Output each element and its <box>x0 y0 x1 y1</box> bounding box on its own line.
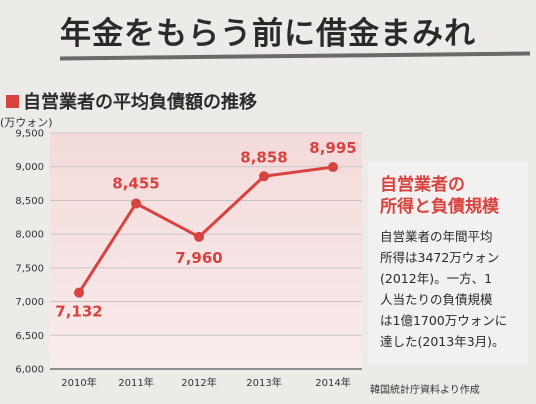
data-label: 7,960 <box>175 249 222 267</box>
data-point <box>74 287 84 298</box>
y-tick-label: 6,500 <box>15 331 44 342</box>
data-point <box>259 171 269 182</box>
data-label: 7,132 <box>55 303 102 321</box>
gridlines <box>50 132 362 370</box>
x-tick-label: 2010年 <box>61 376 96 389</box>
data-point <box>328 162 338 173</box>
chart-title-text: 自営業者の平均負債額の推移 <box>23 92 257 113</box>
headline: 年金をもらう前に借金まみれ <box>60 16 476 52</box>
x-tick-label: 2014年 <box>315 376 350 389</box>
info-box-title-line: 自営業者の <box>380 175 465 195</box>
y-tick-label: 7,500 <box>15 263 44 274</box>
x-tick-label: 2012年 <box>181 376 216 389</box>
data-points <box>74 162 338 298</box>
x-tick-label: 2013年 <box>246 376 281 389</box>
data-label: 8,858 <box>240 148 287 166</box>
info-box-body-line: 所得は3472万ウォン <box>380 250 500 265</box>
data-point <box>131 198 141 209</box>
plot-area <box>50 133 362 369</box>
y-tick-label: 9,500 <box>15 129 44 140</box>
y-tick-label: 8,500 <box>15 196 44 207</box>
info-box-body-line: 達した(2013年3月)。 <box>380 334 505 349</box>
data-label: 8,455 <box>112 174 159 192</box>
x-tick-label: 2011年 <box>118 376 153 389</box>
info-box: 自営業者の 所得と負債規模 自営業者の年間平均 所得は3472万ウォン (201… <box>368 162 528 365</box>
data-label: 8,995 <box>309 139 356 157</box>
info-box-title-line: 所得と負債規模 <box>380 197 499 217</box>
y-tick-label: 8,000 <box>15 230 44 241</box>
y-tick-label: 6,000 <box>15 365 44 376</box>
info-box-body-line: (2012年)。一方、1 <box>380 271 493 286</box>
info-box-body-line: 人当たりの負債規模 <box>380 292 493 307</box>
info-box-body-line: 自営業者の年間平均 <box>380 229 493 244</box>
y-axis-ticks: 6,000 6,500 7,000 7,500 8,000 8,500 9,000 9,500 <box>15 129 44 376</box>
x-axis-ticks: 2010年 2011年 2012年 2013年 2014年 <box>61 376 350 389</box>
data-labels: 7,132 8,455 7,960 8,858 8,995 <box>55 139 356 321</box>
y-tick-label: 7,000 <box>15 297 44 308</box>
data-point <box>194 231 204 242</box>
info-box-title: 自営業者の 所得と負債規模 <box>380 174 518 218</box>
title-marker-icon <box>6 95 19 108</box>
info-box-body: 自営業者の年間平均 所得は3472万ウォン (2012年)。一方、1 人当たりの… <box>380 226 518 352</box>
info-box-body-line: は1億1700万ウォンに <box>380 313 508 328</box>
chart-title: 自営業者の平均負債額の推移 <box>6 88 257 114</box>
y-tick-label: 9,000 <box>15 162 44 173</box>
source-note: 韓国統計庁資料より作成 <box>370 385 480 396</box>
y-axis-unit: (万ウォン) <box>0 116 53 129</box>
